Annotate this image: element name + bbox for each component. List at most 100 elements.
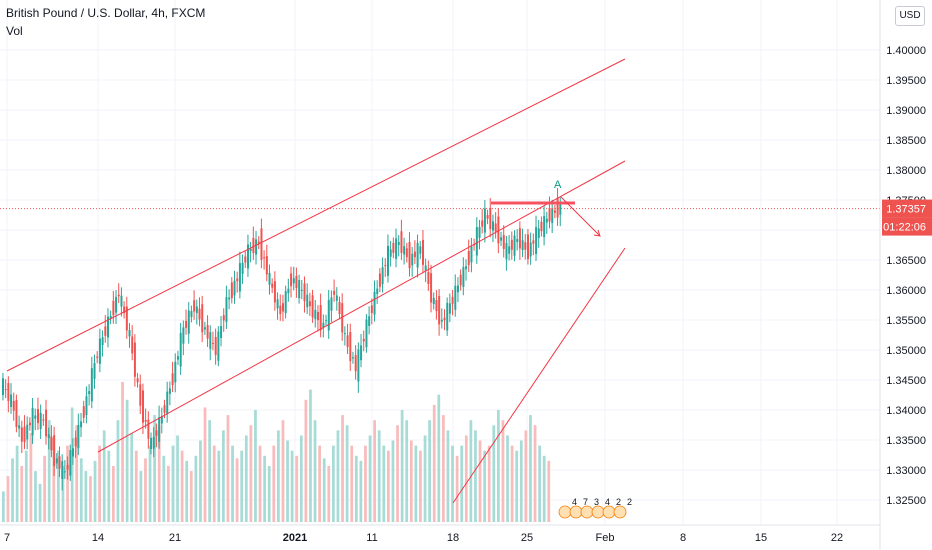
volume-bar xyxy=(446,430,450,522)
candle-body xyxy=(233,280,236,296)
volume-bar xyxy=(20,466,24,522)
candle-body xyxy=(117,294,120,297)
candle-body xyxy=(53,435,56,467)
candle-body xyxy=(330,297,333,311)
candle-body xyxy=(273,281,276,303)
volume-bar xyxy=(272,445,276,522)
volume-bar xyxy=(391,440,395,522)
candle-body xyxy=(440,319,443,322)
time-tick-label: 8 xyxy=(680,532,686,544)
event-marker xyxy=(591,505,605,519)
time-tick-label: 25 xyxy=(521,532,533,544)
volume-bar xyxy=(157,425,161,522)
price-tick-label: 1.35500 xyxy=(886,315,926,327)
volume-bar xyxy=(547,460,551,522)
volume-bar xyxy=(75,425,79,522)
candle-body xyxy=(378,273,381,287)
candle-body xyxy=(370,305,373,313)
candle-body xyxy=(209,332,212,349)
volume-bar xyxy=(57,450,60,522)
volume-bar xyxy=(313,420,317,522)
countdown-badge xyxy=(882,217,932,236)
volume-bar xyxy=(240,450,244,522)
candle-body xyxy=(20,427,23,442)
candle-body xyxy=(282,303,284,312)
candle-body xyxy=(494,223,497,232)
candle-body xyxy=(521,240,524,251)
price-tick-label: 1.38000 xyxy=(886,165,926,177)
candle-body xyxy=(405,248,408,258)
candle-body xyxy=(241,262,244,274)
candle-body xyxy=(438,296,441,325)
currency-scale-button[interactable]: USD xyxy=(895,6,925,26)
volume-bar xyxy=(538,445,541,522)
volume-bar xyxy=(341,415,344,522)
volume-bar xyxy=(222,430,225,522)
channel-line-lower xyxy=(452,247,626,504)
volume-bar xyxy=(327,466,331,522)
price-tick-label: 1.34500 xyxy=(886,375,926,387)
candle-body xyxy=(4,389,7,391)
candle-body xyxy=(413,251,416,258)
candle-body xyxy=(502,235,505,249)
volume-bar xyxy=(70,407,74,522)
candle-body xyxy=(198,308,201,320)
candle-body xyxy=(295,275,298,288)
volume-bar xyxy=(171,445,175,522)
volume-bar xyxy=(442,415,445,522)
volume-bar xyxy=(235,458,239,522)
volume-bar xyxy=(130,432,134,522)
candle-body xyxy=(193,300,196,312)
candle-body xyxy=(532,240,535,244)
volume-bar xyxy=(318,445,321,522)
candle-body xyxy=(483,208,486,233)
volume-bar xyxy=(437,394,441,522)
candle-body xyxy=(333,290,336,295)
candle-body xyxy=(26,424,29,440)
candle-body xyxy=(300,289,303,291)
candle-body xyxy=(306,294,309,308)
candle-body xyxy=(335,295,338,301)
volume-bar xyxy=(153,415,156,522)
volume-bar xyxy=(524,430,528,522)
candle-body xyxy=(212,342,214,344)
volume-bar xyxy=(43,455,46,522)
candle-body xyxy=(128,330,131,337)
volume-bar xyxy=(93,460,97,522)
candle-body xyxy=(158,417,161,442)
candle-body xyxy=(203,327,206,330)
event-marker-label: 2 xyxy=(616,497,621,507)
volume-bar xyxy=(79,458,83,522)
candle-body xyxy=(427,272,430,284)
candle-body xyxy=(147,419,150,439)
price-tick-label: 1.36500 xyxy=(886,255,926,267)
volume-bar xyxy=(52,438,56,522)
candle-body xyxy=(338,302,341,314)
candle-body xyxy=(257,241,260,244)
candle-body xyxy=(448,303,451,314)
candle-body xyxy=(214,337,217,355)
candle-body xyxy=(290,273,293,287)
volume-bar xyxy=(414,445,418,522)
candle-body xyxy=(518,228,521,249)
candle-body xyxy=(37,409,39,424)
volume-bar xyxy=(382,445,386,522)
volume-bar xyxy=(533,425,537,522)
volume-bar xyxy=(364,445,367,522)
price-tick-label: 1.39500 xyxy=(886,75,926,87)
candle-body xyxy=(411,253,414,266)
candle-body xyxy=(85,396,88,416)
volume-bar xyxy=(309,389,312,522)
candle-body xyxy=(481,220,484,227)
volume-bar xyxy=(98,445,101,522)
candle-body xyxy=(77,425,80,449)
candle-body xyxy=(131,336,134,354)
candle-body xyxy=(545,218,548,223)
time-tick-label: 14 xyxy=(92,532,104,544)
volume-bar xyxy=(112,466,115,522)
candle-body xyxy=(255,239,258,255)
volume-bar xyxy=(244,435,248,522)
candle-body xyxy=(435,300,438,312)
volume-bar xyxy=(460,445,464,522)
